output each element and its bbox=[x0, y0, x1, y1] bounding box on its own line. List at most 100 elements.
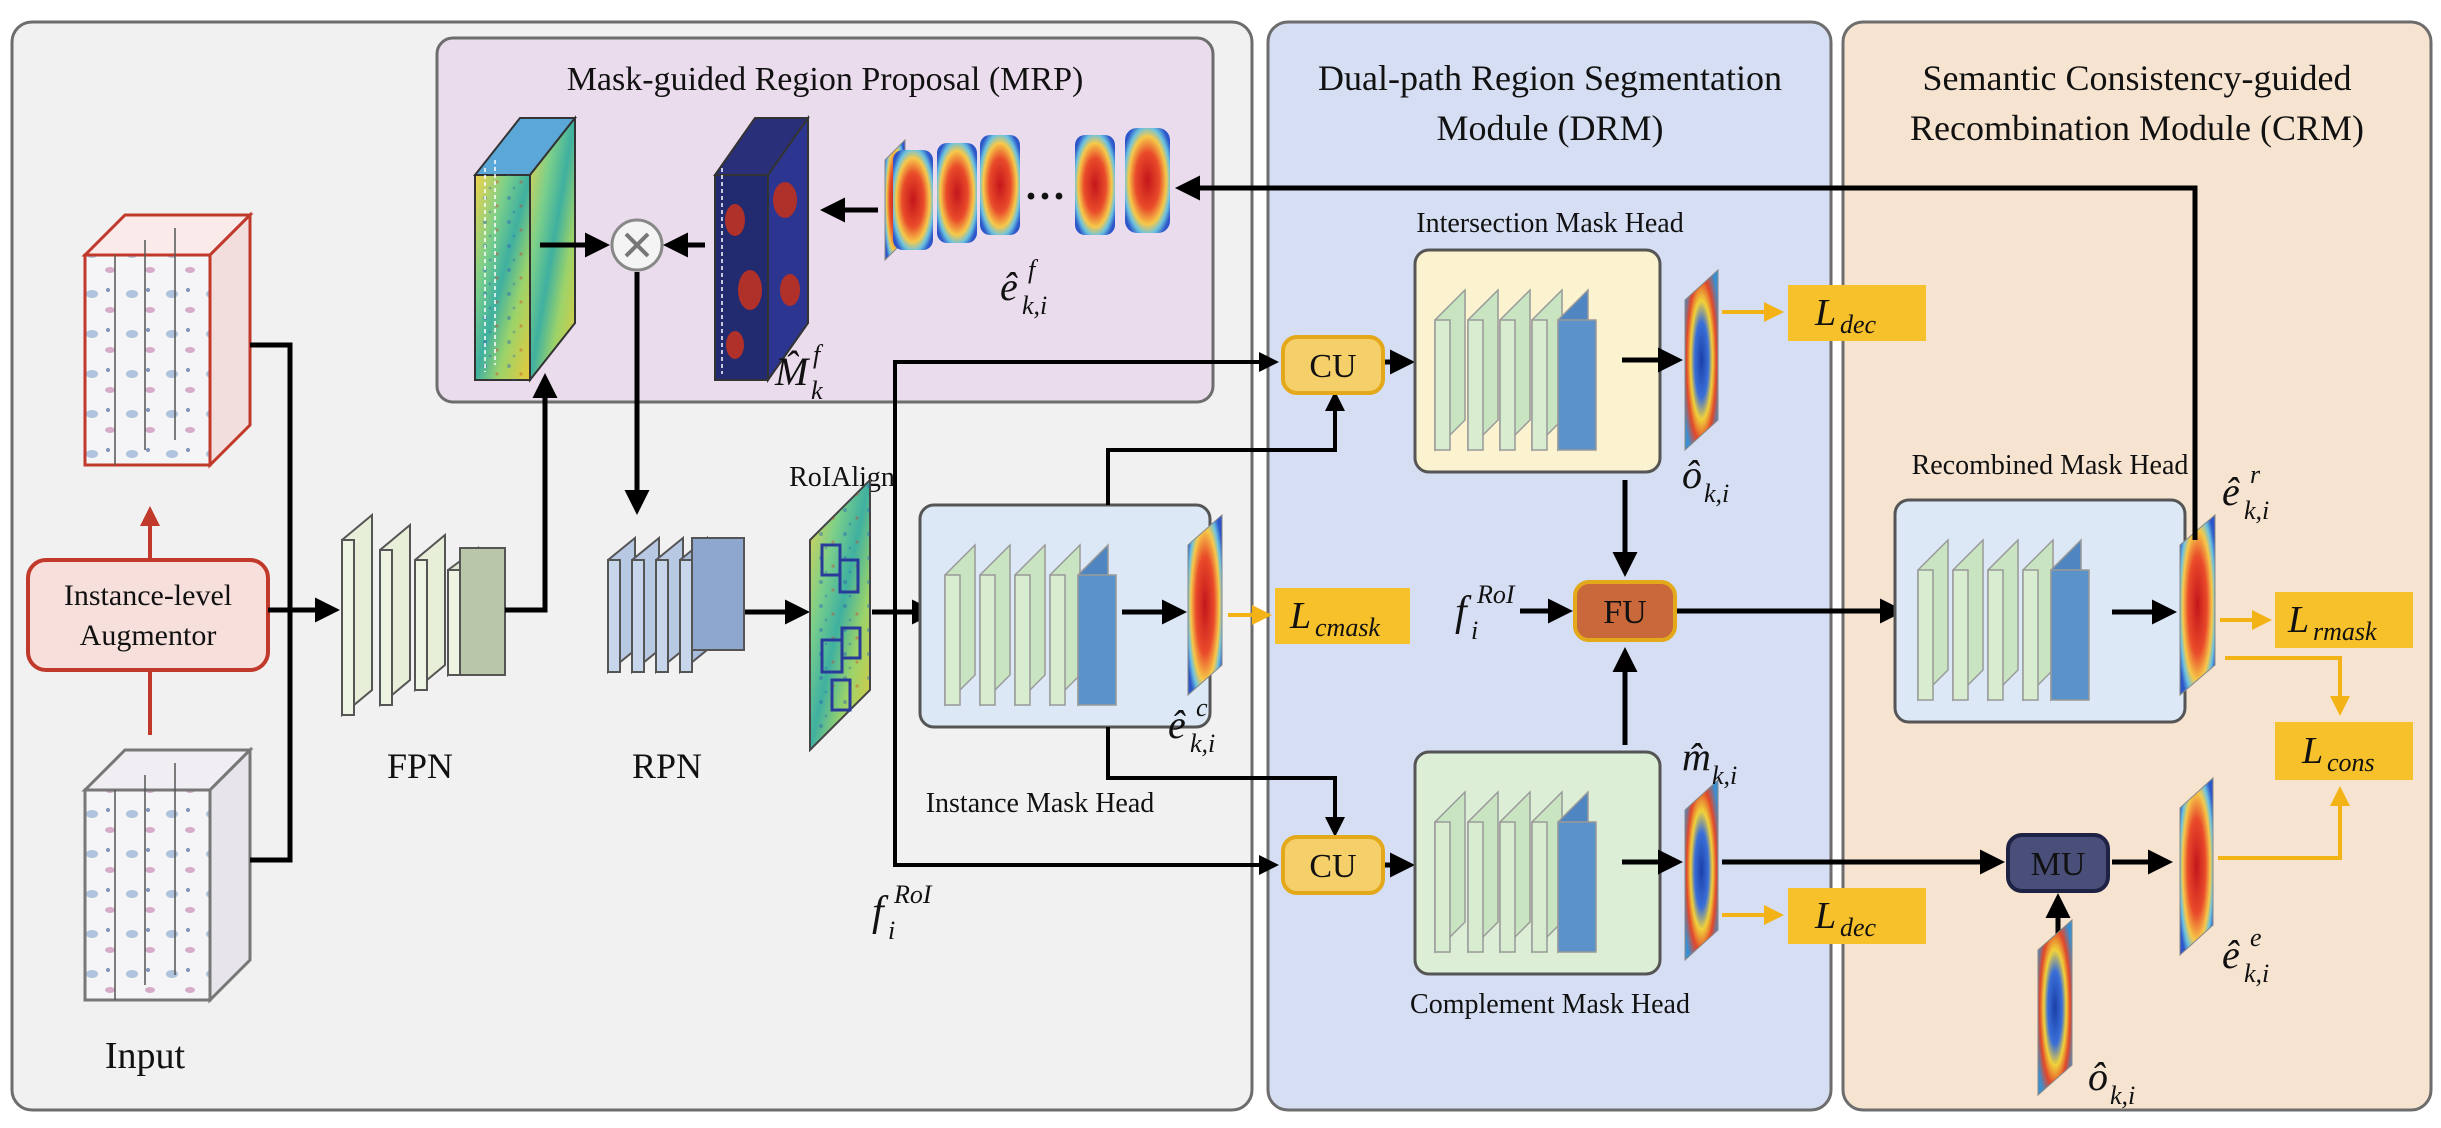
complement-head-label: Complement Mask Head bbox=[1410, 989, 1690, 1020]
cu-bottom: CU bbox=[1281, 835, 1385, 895]
cu-bottom-label: CU bbox=[1309, 848, 1356, 885]
e-e-sup: e bbox=[2250, 923, 2262, 952]
intersection-mask-head bbox=[1413, 248, 1662, 474]
cu-top-label: CU bbox=[1309, 348, 1356, 385]
arrow-fpn-to-mrp bbox=[505, 373, 558, 613]
m-hat-sub: k,i bbox=[1712, 761, 1737, 790]
label-e-c: ê c k,i bbox=[1168, 693, 1215, 758]
heatmap-o-hat-2 bbox=[2037, 918, 2073, 1097]
heatmap-e-e bbox=[2179, 776, 2214, 957]
loss-dec-top-base: L bbox=[1814, 292, 1836, 334]
instance-augmentor: Instance-level Augmentor bbox=[26, 558, 270, 672]
fu-label: FU bbox=[1603, 594, 1646, 631]
roi-feature-map bbox=[809, 477, 871, 753]
recombined-mask-head bbox=[1893, 498, 2187, 724]
heatmap-ellipsis: ··· bbox=[1024, 174, 1066, 220]
loss-dec-bottom: L dec bbox=[1788, 888, 1926, 944]
e-f-base: ê bbox=[1000, 264, 1018, 309]
o-hat-base: ô bbox=[1682, 452, 1702, 497]
instance-head-label: Instance Mask Head bbox=[926, 788, 1155, 819]
e-e-sub: k,i bbox=[2244, 959, 2269, 988]
cu-top: CU bbox=[1281, 335, 1385, 395]
loss-rmask-base: L bbox=[2287, 599, 2309, 641]
augmentor-label-2: Augmentor bbox=[80, 619, 217, 652]
o-hat-sub: k,i bbox=[1704, 479, 1729, 508]
loss-cons-base: L bbox=[2301, 730, 2323, 772]
instance-heatmaps bbox=[884, 128, 1170, 262]
arrow-instance-to-cu-top bbox=[1106, 391, 1345, 505]
feature-map-stack bbox=[472, 115, 578, 383]
recombined-head-label: Recombined Mask Head bbox=[1912, 450, 2189, 481]
e-c-sup: c bbox=[1196, 693, 1208, 722]
label-e-r: ê r k,i bbox=[2222, 460, 2269, 525]
arrow-er-feedback-to-mrp bbox=[1175, 175, 2198, 540]
loss-dec-bottom-sub: dec bbox=[1840, 913, 1877, 942]
heatmap-o-hat bbox=[1684, 268, 1719, 452]
loss-dec-bottom-base: L bbox=[1814, 895, 1836, 937]
e-c-sub: k,i bbox=[1190, 729, 1215, 758]
loss-cmask-sub: cmask bbox=[1315, 613, 1380, 642]
e-r-sup: r bbox=[2250, 460, 2261, 489]
o-hat-2-sub: k,i bbox=[2110, 1081, 2135, 1110]
loss-cons-sub: cons bbox=[2327, 748, 2375, 777]
o-hat-2-base: ô bbox=[2088, 1054, 2108, 1099]
label-m-f: M̂ f k bbox=[774, 340, 824, 405]
arrow-instance-to-cu-bottom bbox=[1106, 727, 1345, 837]
label-m-hat: m̂ k,i bbox=[1682, 734, 1737, 790]
rpn-block bbox=[607, 535, 745, 675]
label-e-f: ê f k,i bbox=[1000, 255, 1047, 320]
f-roi-2-sup: RoI bbox=[1476, 580, 1516, 609]
loss-rmask: L rmask bbox=[2275, 592, 2413, 648]
augmentor-label-1: Instance-level bbox=[64, 579, 232, 612]
crm-title-line1: Semantic Consistency-guided bbox=[1923, 58, 2352, 98]
heatmap-e-r bbox=[2179, 513, 2216, 697]
loss-dec-top-sub: dec bbox=[1840, 310, 1877, 339]
fu-box: FU bbox=[1573, 580, 1677, 642]
label-o-hat-2: ô k,i bbox=[2088, 1054, 2135, 1110]
complement-mask-head bbox=[1413, 750, 1662, 976]
loss-cmask-base: L bbox=[1289, 595, 1311, 637]
m-f-base: M̂ bbox=[774, 349, 811, 394]
m-f-sup: f bbox=[813, 340, 824, 369]
drm-title-line1: Dual-path Region Segmentation bbox=[1318, 58, 1782, 98]
label-e-e: ê e k,i bbox=[2222, 923, 2269, 988]
drm-title-line2: Module (DRM) bbox=[1437, 108, 1664, 148]
multiply-operator bbox=[610, 218, 664, 272]
arrow-roi-to-cu-bottom bbox=[893, 612, 1279, 875]
arrow-roi-to-cu-top bbox=[893, 352, 1279, 612]
e-r-sub: k,i bbox=[2244, 496, 2269, 525]
arrow-ee-to-lcons bbox=[2218, 786, 2350, 860]
label-o-hat: ô k,i bbox=[1682, 452, 1729, 508]
roialign-label: RoIAlign bbox=[789, 462, 895, 493]
f-roi-1-sup: RoI bbox=[893, 880, 933, 909]
e-f-sub: k,i bbox=[1022, 291, 1047, 320]
loss-cons: L cons bbox=[2275, 722, 2413, 780]
fpn-label: FPN bbox=[387, 746, 453, 786]
input-label: Input bbox=[105, 1035, 186, 1077]
mu-box: MU bbox=[2006, 833, 2110, 893]
e-c-base: ê bbox=[1168, 702, 1186, 747]
arrow-aug-to-fpn bbox=[250, 342, 293, 610]
intersection-head-label: Intersection Mask Head bbox=[1416, 208, 1683, 239]
crm-title-line2: Recombination Module (CRM) bbox=[1910, 108, 2364, 148]
f-roi-2-sub: i bbox=[1471, 616, 1478, 645]
arrow-input-to-fpn bbox=[250, 610, 293, 863]
instance-mask-head bbox=[918, 503, 1212, 729]
mu-label: MU bbox=[2031, 846, 2086, 883]
heatmap-m-hat bbox=[1684, 778, 1719, 962]
loss-cmask: L cmask bbox=[1275, 588, 1410, 644]
f-roi-1-sub: i bbox=[888, 916, 895, 945]
fpn-block bbox=[341, 512, 506, 718]
mrp-title: Mask-guided Region Proposal (MRP) bbox=[567, 61, 1084, 98]
m-hat-base: m̂ bbox=[1682, 734, 1711, 779]
arrow-er-to-lcons bbox=[2225, 656, 2350, 716]
e-f-sup: f bbox=[1028, 255, 1039, 284]
loss-dec-top: L dec bbox=[1788, 285, 1926, 341]
heatmap-e-c bbox=[1187, 513, 1223, 697]
e-r-base: ê bbox=[2222, 469, 2240, 514]
m-f-sub: k bbox=[811, 376, 823, 405]
rpn-label: RPN bbox=[632, 746, 702, 786]
loss-rmask-sub: rmask bbox=[2313, 617, 2377, 646]
augmented-image-stack bbox=[81, 211, 254, 469]
